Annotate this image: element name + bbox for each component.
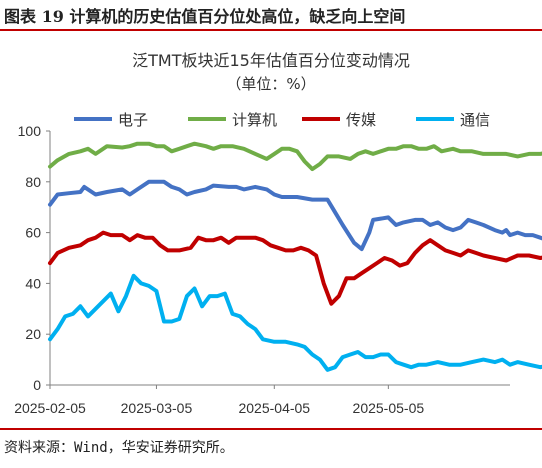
y-tick-label: 100 bbox=[18, 123, 42, 139]
chart-title: 泛TMT板块近15年估值百分位变动情况 bbox=[132, 51, 410, 70]
chart-legend: 电子 计算机 传媒 通信 bbox=[74, 111, 490, 129]
legend-label: 传媒 bbox=[346, 112, 376, 129]
series-layer bbox=[48, 141, 542, 372]
figure-title: 图表 19 计算机的历史估值百分位处高位，缺乏向上空间 bbox=[4, 7, 406, 26]
series-line-计算机 bbox=[48, 141, 542, 172]
chart-axes: 0 20 40 60 80 100 2025-02-05 2025-03-05 2025-04-… bbox=[14, 123, 510, 416]
series-line-通信 bbox=[48, 273, 542, 372]
series-line-传媒 bbox=[48, 230, 542, 306]
series-line-电子 bbox=[48, 179, 542, 252]
chart-subtitle: （单位：%） bbox=[226, 75, 316, 93]
line-chart: 电子 计算机 传媒 通信 0 20 40 60 80 100 2025-02-05 2025-03-… bbox=[14, 111, 542, 416]
y-tick-label: 80 bbox=[25, 174, 41, 190]
legend-label: 通信 bbox=[460, 112, 490, 129]
y-tick-label: 0 bbox=[33, 377, 41, 393]
y-tick-label: 40 bbox=[25, 275, 41, 291]
source-note: 资料来源：Wind，华安证券研究所。 bbox=[4, 440, 234, 456]
y-tick-label: 60 bbox=[25, 225, 41, 241]
title-divider bbox=[0, 29, 542, 31]
x-tick-label: 2025-02-05 bbox=[14, 400, 86, 416]
source-divider bbox=[0, 428, 542, 430]
legend-label: 电子 bbox=[118, 112, 148, 129]
x-tick-label: 2025-03-05 bbox=[121, 400, 193, 416]
y-tick-label: 20 bbox=[25, 326, 41, 342]
x-tick-label: 2025-05-05 bbox=[353, 400, 425, 416]
legend-label: 计算机 bbox=[232, 111, 277, 129]
x-tick-label: 2025-04-05 bbox=[238, 400, 310, 416]
